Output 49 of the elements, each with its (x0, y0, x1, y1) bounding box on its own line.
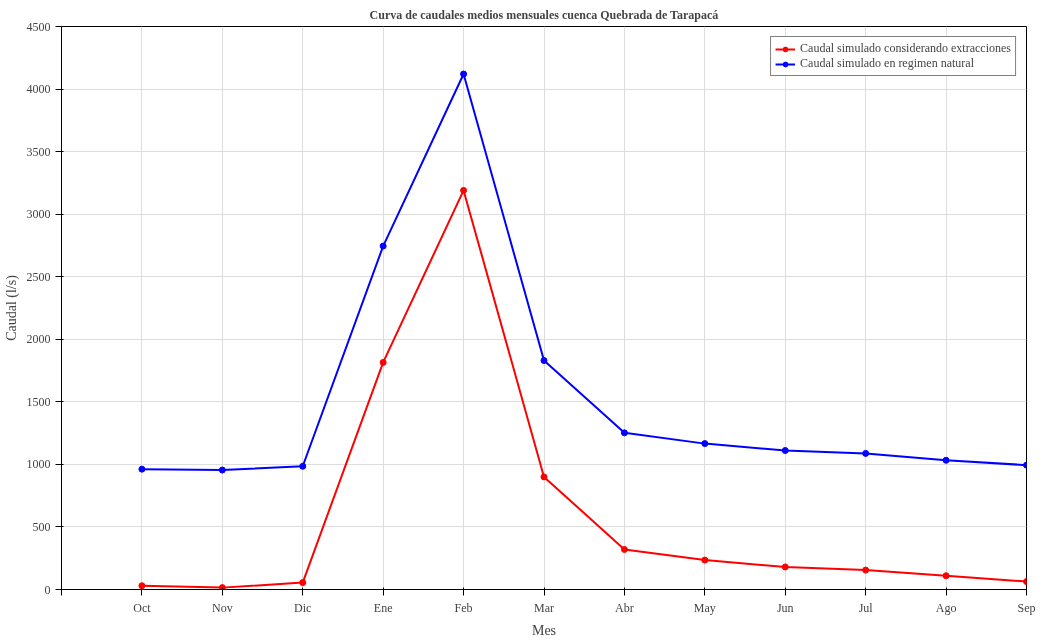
point (781, 447, 789, 454)
point (862, 566, 870, 574)
point (460, 70, 468, 78)
point (620, 545, 628, 553)
point (379, 242, 387, 250)
y-tick-label: 500 (32, 519, 51, 534)
point (299, 462, 307, 470)
y-tick-label: 2000 (26, 332, 51, 347)
point (942, 456, 950, 464)
point (942, 572, 950, 580)
y-tick-label: 3000 (26, 207, 51, 222)
x-tick-label: Ene (373, 600, 393, 615)
point (701, 440, 709, 448)
point (379, 358, 387, 366)
point (540, 357, 548, 365)
point (138, 582, 146, 590)
y-tick-label: 1500 (26, 394, 51, 409)
y-tick-label: 3500 (26, 144, 51, 159)
x-tick-label: Nov (212, 600, 233, 615)
x-tick-label: Dic (294, 600, 312, 615)
point (781, 563, 789, 571)
point (138, 465, 146, 473)
y-tick-label: 4500 (26, 19, 51, 34)
y-tick-label: 2500 (26, 269, 51, 284)
point (460, 186, 468, 194)
x-axis-title: Mes (531, 622, 557, 638)
x-tick-label: Sep (1017, 600, 1036, 615)
point (540, 473, 548, 481)
point (862, 449, 870, 457)
chart-title: Curva de caudales medios mensuales cuenca Quebrada de Tarapacá (369, 7, 719, 22)
x-tick-label: Mar (534, 600, 554, 615)
point (701, 556, 709, 564)
legend-label: Caudal simulado en regimen natural (800, 56, 975, 71)
x-tick-label: Jun (776, 600, 794, 615)
y-tick-label: 1000 (26, 457, 51, 472)
point (218, 584, 226, 590)
x-tick-label: Oct (133, 600, 152, 615)
y-tick-label: 0 (44, 582, 51, 597)
y-tick-label: 4000 (26, 82, 51, 97)
point (620, 429, 628, 437)
point (218, 466, 226, 474)
legend-label: Caudal simulado considerando extracciones (800, 41, 1011, 56)
x-tick-label: Feb (454, 600, 473, 615)
x-tick-label: May (693, 600, 716, 615)
x-tick-label: Jul (858, 600, 874, 615)
y-axis-title: Caudal (l/s) (3, 274, 20, 341)
point (299, 579, 307, 587)
x-tick-label: Abr (615, 600, 634, 615)
x-tick-label: Ago (935, 600, 957, 615)
